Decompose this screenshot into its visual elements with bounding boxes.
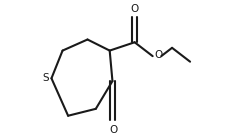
Text: S: S xyxy=(42,73,49,83)
Text: O: O xyxy=(131,4,139,14)
Text: O: O xyxy=(154,50,162,60)
Text: O: O xyxy=(109,125,117,135)
